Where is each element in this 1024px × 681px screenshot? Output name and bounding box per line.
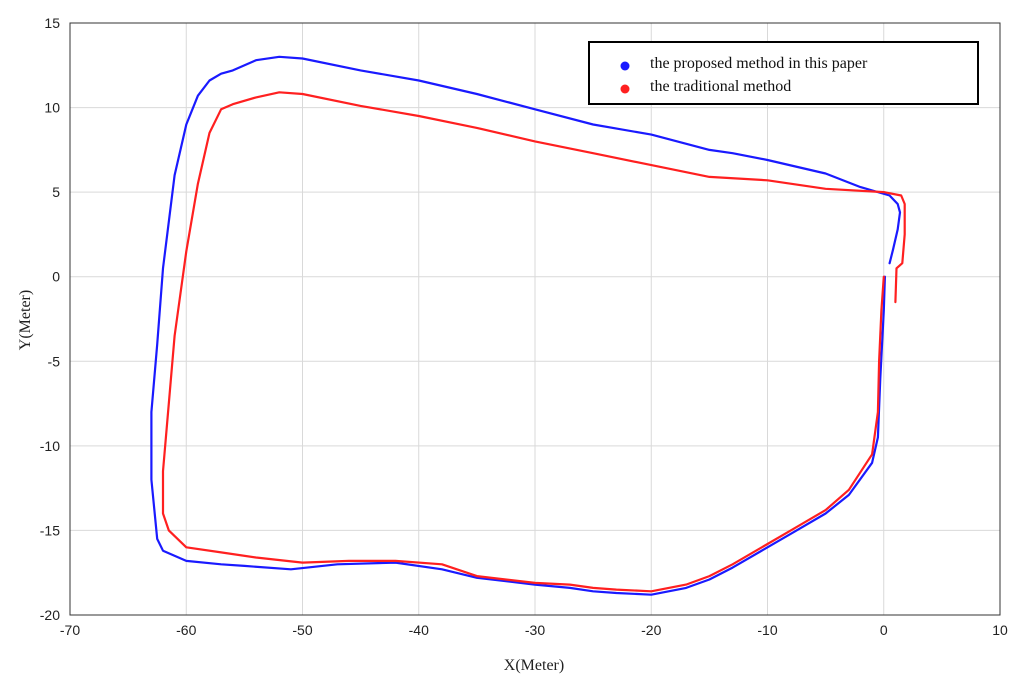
legend-label-proposed: the proposed method in this paper <box>650 55 868 72</box>
tick-labels: -70 -60 -50 -40 -30 -20 -10 0 10-20-15-10-505101… <box>40 15 1008 638</box>
traditional-method-trajectory <box>161 91 906 593</box>
x-tick-label: -20 <box>641 622 661 638</box>
plot-area <box>69 22 1001 616</box>
y-tick-label: -20 <box>40 607 60 623</box>
x-tick-label: -70 <box>60 622 80 638</box>
x-tick-label: -40 <box>409 622 429 638</box>
y-tick-label: -10 <box>40 438 60 454</box>
x-tick-label: -30 <box>525 622 545 638</box>
legend-marker-traditional <box>620 84 630 94</box>
grid-lines <box>69 22 1001 616</box>
proposed-method-trajectory <box>150 55 902 596</box>
y-tick-label: 5 <box>52 184 60 200</box>
x-tick-label: 0 <box>880 622 888 638</box>
data-series <box>150 55 906 596</box>
legend-label-traditional: the traditional method <box>650 78 791 95</box>
x-tick-label: -60 <box>176 622 196 638</box>
x-tick-label: 10 <box>992 622 1008 638</box>
y-tick-label: -5 <box>48 353 61 369</box>
x-axis-label: X(Meter) <box>504 657 564 674</box>
y-tick-label: -15 <box>40 522 60 538</box>
x-tick-label: -10 <box>757 622 777 638</box>
y-axis-label: Y(Meter) <box>17 290 34 350</box>
legend: the proposed method in this paper the tr… <box>588 41 979 105</box>
x-tick-label: -50 <box>292 622 312 638</box>
y-tick-label: 0 <box>52 269 60 285</box>
y-tick-label: 15 <box>44 15 60 31</box>
legend-box <box>588 41 979 105</box>
y-tick-label: 10 <box>44 100 60 116</box>
legend-marker-proposed <box>620 61 630 71</box>
